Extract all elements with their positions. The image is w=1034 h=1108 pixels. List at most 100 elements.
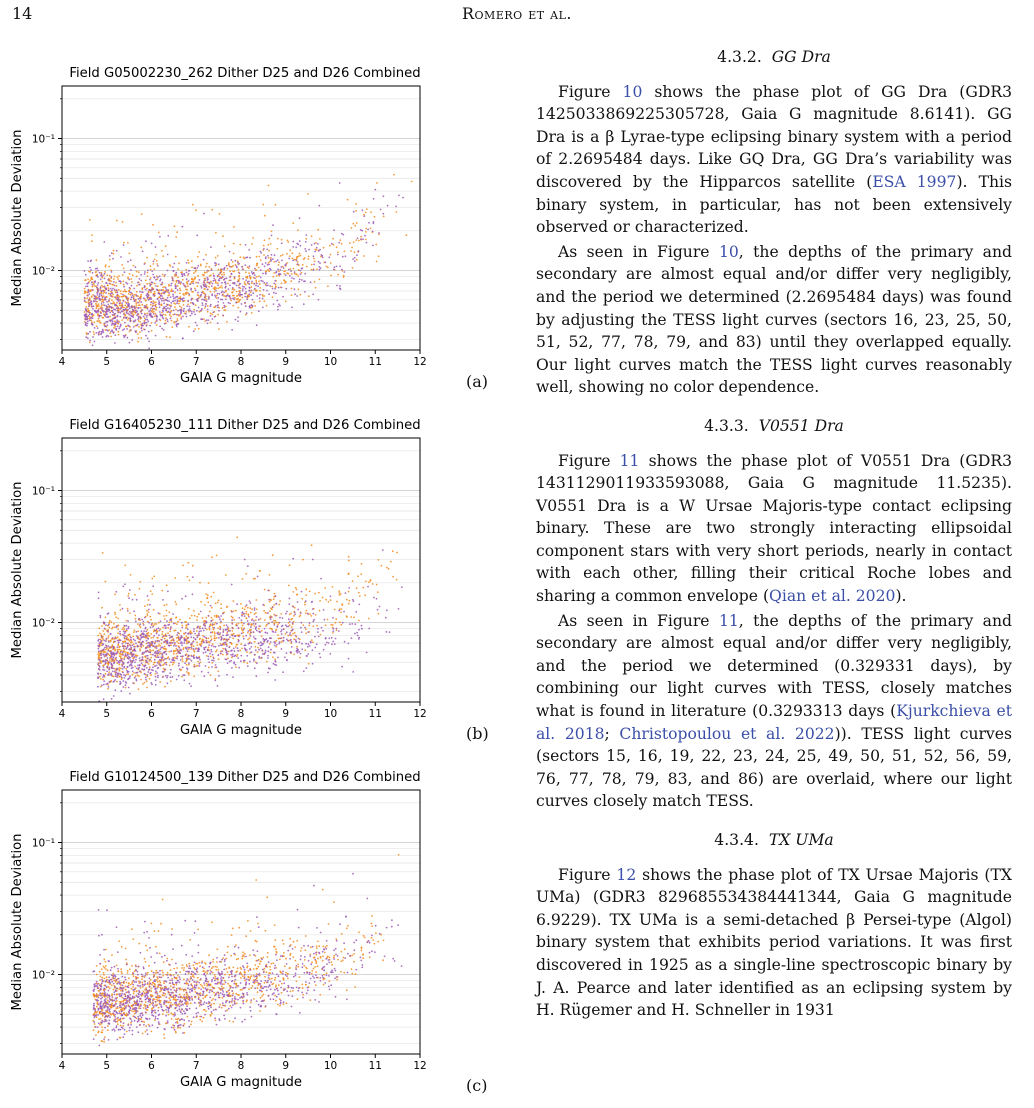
data-point <box>210 267 213 270</box>
data-point <box>179 305 181 308</box>
data-point <box>170 636 173 638</box>
data-point <box>170 288 173 291</box>
data-point <box>253 301 255 303</box>
data-point <box>170 650 173 652</box>
data-point <box>232 1020 235 1023</box>
data-point <box>268 263 270 266</box>
data-point <box>137 318 139 321</box>
data-point <box>118 1010 121 1013</box>
data-point <box>141 658 144 660</box>
data-point <box>137 295 140 298</box>
data-point <box>233 288 236 291</box>
data-point <box>108 274 111 277</box>
data-point <box>317 635 320 638</box>
data-point <box>146 306 149 309</box>
data-point <box>127 277 129 280</box>
data-point <box>142 624 145 626</box>
data-point <box>208 285 211 288</box>
data-point <box>308 622 311 624</box>
data-point <box>109 311 112 314</box>
data-point <box>193 675 196 678</box>
data-point <box>249 256 251 259</box>
data-point <box>368 956 371 959</box>
data-point <box>205 300 208 303</box>
data-point <box>138 664 141 666</box>
data-point <box>158 612 161 615</box>
data-point <box>98 295 101 297</box>
data-point <box>244 283 246 285</box>
data-point <box>237 316 240 319</box>
data-point <box>190 1020 193 1023</box>
data-point <box>382 212 385 215</box>
data-point <box>287 584 290 587</box>
data-point <box>221 294 224 297</box>
data-point <box>99 278 102 281</box>
data-point <box>307 193 309 195</box>
data-point <box>102 295 105 297</box>
data-point <box>312 620 315 623</box>
data-point <box>250 312 253 314</box>
data-point <box>162 317 165 320</box>
data-point <box>102 664 104 667</box>
data-point <box>174 649 177 652</box>
data-point <box>375 932 377 934</box>
data-point <box>144 647 147 650</box>
data-point <box>249 607 252 610</box>
data-point <box>255 626 258 628</box>
data-point <box>138 980 140 983</box>
data-point <box>273 261 275 263</box>
data-point <box>162 626 165 629</box>
figure-c: Field G10124500_139 Dither D25 and D26 C… <box>0 764 440 1094</box>
data-point <box>236 653 239 656</box>
data-point <box>266 660 268 663</box>
data-point <box>274 658 276 661</box>
data-point <box>198 279 201 281</box>
data-point <box>364 211 367 214</box>
data-point <box>123 645 126 647</box>
data-point <box>118 327 121 330</box>
data-point <box>86 316 88 318</box>
data-point <box>118 275 120 277</box>
data-point <box>161 646 164 648</box>
data-point <box>232 297 234 300</box>
data-point <box>317 243 319 245</box>
data-point <box>209 655 212 658</box>
data-point <box>224 277 226 280</box>
data-point <box>142 683 144 685</box>
data-point <box>187 663 190 666</box>
data-point <box>225 649 227 652</box>
data-point <box>223 304 226 307</box>
data-point <box>149 303 152 306</box>
data-point <box>313 242 316 245</box>
data-point <box>185 311 188 313</box>
data-point <box>224 574 227 576</box>
data-point <box>116 319 118 322</box>
data-point <box>224 643 227 646</box>
data-point <box>117 288 120 291</box>
data-point <box>129 983 132 986</box>
data-point <box>249 977 252 980</box>
data-point <box>123 271 126 274</box>
data-point <box>219 621 222 624</box>
data-point <box>117 648 119 651</box>
data-point <box>150 660 153 663</box>
data-point <box>205 253 207 256</box>
data-point <box>273 619 275 622</box>
data-point <box>304 248 307 250</box>
data-point <box>128 252 131 255</box>
data-point <box>126 666 129 669</box>
data-point <box>146 614 149 617</box>
data-point <box>130 296 133 299</box>
data-point <box>316 624 318 627</box>
data-point <box>288 620 291 623</box>
data-point <box>125 638 128 641</box>
data-point <box>125 310 128 313</box>
data-point <box>165 663 168 666</box>
data-point <box>211 313 214 316</box>
data-point <box>290 646 293 648</box>
data-point <box>231 630 234 632</box>
data-point <box>180 641 183 643</box>
data-point <box>263 639 266 641</box>
data-point <box>165 653 168 656</box>
data-point <box>333 608 336 611</box>
